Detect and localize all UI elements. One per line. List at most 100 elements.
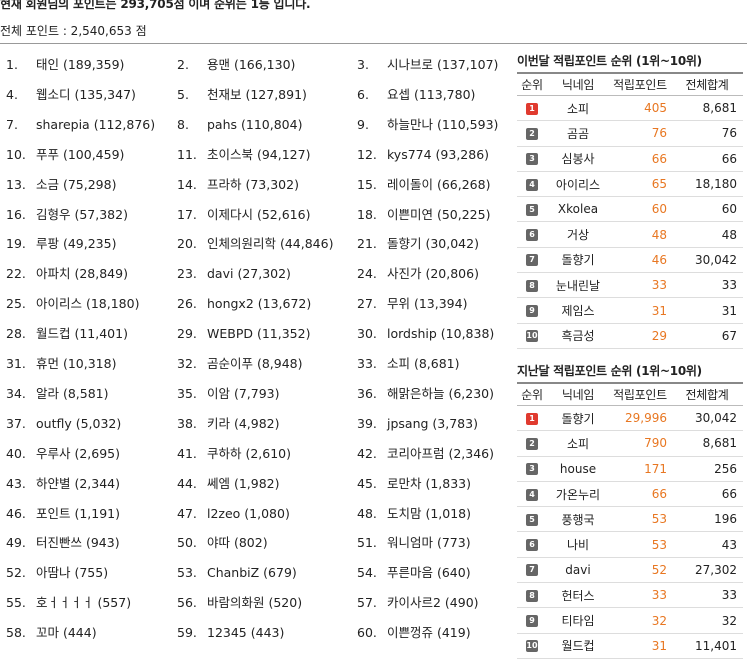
ranking-member[interactable]: 초이스북 (94,127) (207, 146, 311, 162)
nickname[interactable]: 곰곰 (547, 120, 609, 147)
ranking-member[interactable]: 푸른마음 (640) (387, 565, 471, 581)
ranking-item: 32. 곰순이푸 (8,948) (171, 349, 303, 379)
ranking-member[interactable]: 하늘만나 (110,593) (387, 116, 499, 132)
ranking-member[interactable]: sharepia (112,876) (36, 116, 156, 132)
ranking-member[interactable]: 로만차 (1,833) (387, 475, 472, 491)
nickname[interactable]: 흑금성 (547, 323, 609, 349)
earned-points: 53 (609, 506, 671, 533)
ranking-member[interactable]: 시나브로 (137,107) (387, 57, 499, 72)
nickname[interactable]: 눈내린날 (547, 272, 609, 299)
nickname[interactable]: 아이리스 (547, 171, 609, 198)
ranking-member[interactable]: 이암 (7,793) (207, 385, 280, 401)
ranking-member[interactable]: 김형우 (57,382) (36, 206, 128, 222)
ranking-member[interactable]: 아이리스 (18,180) (36, 296, 140, 312)
ranking-member[interactable]: 프라하 (73,302) (207, 176, 299, 192)
ranking-member[interactable]: 카이사르2 (490) (387, 595, 479, 611)
ranking-member[interactable]: davi (27,302) (207, 266, 291, 282)
ranking-member[interactable]: 아파치 (28,849) (36, 266, 128, 282)
ranking-member[interactable]: 월드컵 (11,401) (36, 326, 128, 342)
ranking-member[interactable]: lordship (10,838) (387, 326, 495, 342)
ranking-member[interactable]: outfly (5,032) (36, 415, 122, 431)
nickname[interactable]: house (547, 456, 609, 482)
ranking-member[interactable]: 소금 (75,298) (36, 176, 117, 192)
ranking-member[interactable]: 바람의화원 (520) (207, 595, 303, 611)
ranking-member[interactable]: 인체의원리학 (44,846) (207, 236, 334, 252)
ranking-member[interactable]: 키라 (4,982) (207, 415, 280, 431)
ranking-member[interactable]: 사진가 (20,806) (387, 266, 479, 282)
ranking-member[interactable]: 곰순이푸 (8,948) (207, 356, 303, 371)
ranking-member[interactable]: 우루사 (2,695) (36, 445, 121, 461)
ranking-member[interactable]: 하얀별 (2,344) (36, 475, 121, 491)
earned-points: 76 (609, 120, 671, 147)
nickname[interactable]: 소피 (547, 430, 609, 457)
ranking-member[interactable]: WEBPD (11,352) (207, 326, 311, 342)
ranking-member[interactable]: 푸푸 (100,459) (36, 146, 125, 162)
ranking-member[interactable]: 루팡 (49,235) (36, 236, 117, 252)
ranking-member[interactable]: 용맨 (166,130) (207, 57, 296, 72)
ranking-number: 31. (6, 356, 26, 371)
ranking-member[interactable]: jpsang (3,783) (387, 415, 478, 431)
ranking-member[interactable]: 이제다시 (52,616) (207, 206, 311, 222)
nickname[interactable]: 나비 (547, 531, 609, 558)
rank-badge: 6 (517, 221, 547, 248)
ranking-member[interactable]: 12345 (443) (207, 625, 285, 641)
nickname[interactable]: 심봉사 (547, 146, 609, 172)
nickname[interactable]: 헌터스 (547, 582, 609, 609)
ranking-member[interactable]: 무위 (13,394) (387, 296, 468, 312)
ranking-member[interactable]: 코리아프럼 (2,346) (387, 445, 495, 461)
ranking-member[interactable]: 꼬마 (444) (36, 625, 97, 641)
nickname[interactable]: 제임스 (547, 297, 609, 324)
nickname[interactable]: 거상 (547, 221, 609, 248)
ranking-member[interactable]: hongx2 (13,672) (207, 296, 312, 312)
nickname[interactable]: davi (547, 557, 609, 584)
ranking-member[interactable]: pahs (110,804) (207, 116, 303, 132)
ranking-member[interactable]: 쿠하하 (2,610) (207, 445, 292, 461)
ranking-member[interactable]: 쎄엠 (1,982) (207, 475, 280, 491)
ranking-member[interactable]: 야따 (802) (207, 535, 268, 551)
ranking-number: 59. (177, 625, 197, 641)
nickname[interactable]: 월드컵 (547, 633, 609, 659)
nickname[interactable]: 티타임 (547, 607, 609, 634)
ranking-number: 33. (357, 356, 377, 371)
ranking-number: 9. (357, 116, 369, 132)
nickname[interactable]: 풍행국 (547, 506, 609, 533)
ranking-member[interactable]: 태인 (189,359) (36, 57, 125, 72)
ranking-member[interactable]: 알라 (8,581) (36, 385, 109, 401)
ranking-member[interactable]: l2zeo (1,080) (207, 505, 290, 521)
ranking-number: 14. (177, 176, 197, 192)
nickname[interactable]: Xkolea (547, 196, 609, 223)
nickname[interactable]: 돌향기 (547, 247, 609, 274)
rank-badge-icon: 6 (526, 539, 538, 552)
ranking-member[interactable]: 소피 (8,681) (387, 356, 460, 371)
ranking-member[interactable]: 천재보 (127,891) (207, 86, 307, 102)
ranking-member[interactable]: 이쁜미연 (50,225) (387, 206, 491, 222)
ranking-member[interactable]: 휴먼 (10,318) (36, 356, 117, 371)
ranking-member[interactable]: ChanbiZ (679) (207, 565, 297, 581)
total-points: 43 (671, 531, 743, 558)
ranking-member[interactable]: 해맑은하늘 (6,230) (387, 385, 495, 401)
total-points: 256 (671, 456, 743, 482)
ranking-item: 13. 소금 (75,298) (0, 170, 116, 200)
last-month-table: 순위 닉네임 적립포인트 전체합계 1 돌향기 29,996 30,042 2 소피 790… (517, 382, 743, 659)
ranking-member[interactable]: 워니엄마 (773) (387, 535, 471, 551)
ranking-member[interactable]: 호ㅓㅓㅓㅓ (557) (36, 595, 132, 611)
ranking-member[interactable]: 웹소디 (135,347) (36, 86, 136, 102)
ranking-number: 1. (6, 57, 18, 72)
ranking-member[interactable]: 요셉 (113,780) (387, 86, 476, 102)
ranking-member[interactable]: 터진빤쓰 (943) (36, 535, 120, 551)
ranking-member[interactable]: 레이돌이 (66,268) (387, 176, 491, 192)
ranking-number: 21. (357, 236, 377, 252)
ranking-member[interactable]: 이쁜껑쥬 (419) (387, 625, 471, 641)
ranking-member[interactable]: 포인트 (1,191) (36, 505, 121, 521)
nickname[interactable]: 돌향기 (547, 405, 609, 432)
ranking-member[interactable]: 도치맘 (1,018) (387, 505, 472, 521)
ranking-item: 23. davi (27,302) (171, 259, 291, 289)
ranking-member[interactable]: kys774 (93,286) (387, 146, 490, 162)
ranking-member[interactable]: 아땀나 (755) (36, 565, 109, 581)
table-row: 2 소피 790 8,681 (517, 430, 743, 457)
ranking-item: 30. lordship (10,838) (351, 319, 494, 349)
nickname[interactable]: 가온누리 (547, 481, 609, 508)
nickname[interactable]: 소피 (547, 95, 609, 122)
rank-badge-icon: 2 (526, 127, 538, 140)
ranking-member[interactable]: 돌향기 (30,042) (387, 236, 479, 252)
